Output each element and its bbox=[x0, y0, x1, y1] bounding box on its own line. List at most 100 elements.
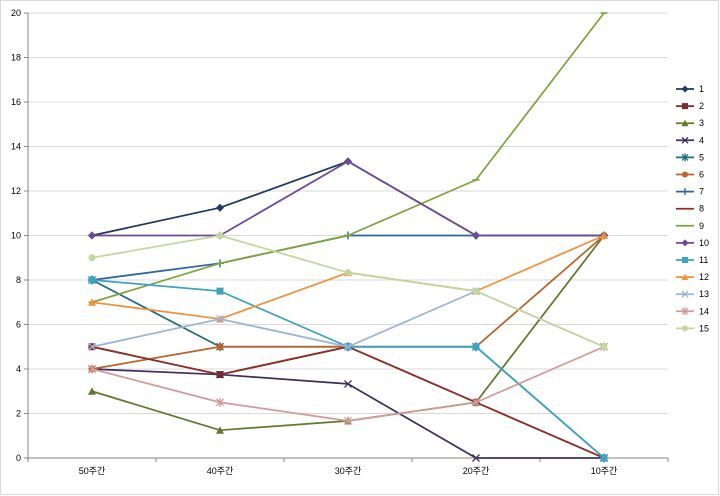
y-tick-label: 10 bbox=[11, 231, 21, 241]
data-point-marker bbox=[682, 171, 688, 178]
data-point-marker bbox=[88, 342, 96, 351]
series-10 bbox=[88, 157, 608, 240]
data-point-marker bbox=[216, 397, 224, 407]
data-point-marker bbox=[88, 231, 96, 240]
legend-label: 5 bbox=[699, 152, 704, 162]
legend-label: 8 bbox=[699, 204, 704, 214]
legend-item: 3 bbox=[676, 118, 704, 128]
axes bbox=[24, 12, 669, 462]
legend-item: 1 bbox=[676, 84, 704, 94]
data-point-marker bbox=[681, 239, 689, 247]
legend-item: 7 bbox=[676, 187, 704, 197]
series-line bbox=[92, 160, 604, 237]
legend-item: 2 bbox=[676, 101, 704, 111]
data-point-marker bbox=[472, 397, 480, 407]
data-point-marker bbox=[472, 231, 480, 240]
data-point-marker bbox=[216, 314, 224, 323]
series-line bbox=[91, 234, 605, 432]
data-point-marker bbox=[681, 273, 689, 281]
legend-label: 15 bbox=[699, 323, 709, 333]
legend-item: 14 bbox=[676, 306, 709, 316]
legend-item: 13 bbox=[676, 289, 709, 299]
data-point-marker bbox=[88, 298, 96, 306]
x-tick-label: 30주간 bbox=[335, 466, 362, 476]
data-point-marker bbox=[88, 364, 96, 374]
data-point-marker bbox=[344, 379, 352, 388]
y-tick-label: 8 bbox=[16, 275, 21, 285]
legend-item: 9 bbox=[676, 221, 704, 231]
y-tick-label: 16 bbox=[11, 97, 21, 107]
data-point-marker bbox=[682, 103, 688, 110]
data-point-marker bbox=[216, 203, 224, 212]
legend-label: 10 bbox=[699, 238, 709, 248]
legend-item: 5 bbox=[676, 152, 704, 162]
series-15 bbox=[88, 232, 608, 351]
data-point-marker bbox=[681, 85, 689, 93]
legend-item: 6 bbox=[676, 170, 704, 180]
data-point-marker bbox=[600, 343, 608, 351]
series-1 bbox=[88, 157, 608, 240]
data-point-marker bbox=[682, 257, 688, 263]
data-point-marker bbox=[681, 119, 689, 127]
legend-item: 12 bbox=[676, 272, 709, 282]
series-2 bbox=[88, 343, 608, 462]
data-point-marker bbox=[681, 290, 689, 298]
data-point-marker bbox=[216, 343, 224, 351]
data-point-marker bbox=[216, 232, 224, 239]
y-tick-label: 12 bbox=[11, 186, 21, 196]
data-point-marker bbox=[681, 188, 689, 196]
legend-label: 9 bbox=[699, 221, 704, 231]
legend-item: 4 bbox=[676, 135, 704, 145]
y-tick-label: 2 bbox=[16, 409, 21, 419]
legend-label: 6 bbox=[699, 170, 704, 180]
data-point-marker bbox=[682, 325, 688, 332]
series-line bbox=[91, 345, 605, 459]
data-point-marker bbox=[88, 254, 96, 262]
y-tick-label: 18 bbox=[11, 53, 21, 63]
data-point-marker bbox=[216, 426, 224, 434]
data-point-marker bbox=[344, 416, 352, 426]
data-point-marker bbox=[88, 276, 96, 284]
series-lines bbox=[88, 12, 608, 463]
legend-label: 7 bbox=[699, 187, 704, 197]
legend-label: 14 bbox=[699, 306, 709, 316]
legend-item: 10 bbox=[676, 238, 709, 248]
y-tick-label: 14 bbox=[11, 142, 21, 152]
data-point-marker bbox=[344, 157, 352, 166]
data-point-marker bbox=[681, 136, 689, 144]
data-point-marker bbox=[88, 387, 96, 395]
y-tick-label: 4 bbox=[16, 364, 21, 374]
legend-label: 2 bbox=[699, 101, 704, 111]
legend-item: 11 bbox=[676, 255, 708, 265]
legend-label: 11 bbox=[699, 255, 708, 265]
y-tick-label: 6 bbox=[16, 320, 21, 330]
data-point-marker bbox=[472, 287, 480, 295]
data-point-marker bbox=[472, 343, 480, 351]
x-axis-tick-labels: 50주간 40주간 30주간 20주간 10주간 bbox=[79, 466, 618, 476]
series-3 bbox=[88, 231, 608, 434]
series-line bbox=[91, 234, 605, 320]
y-tick-label: 20 bbox=[11, 8, 21, 18]
series-line bbox=[91, 290, 605, 348]
series-6 bbox=[88, 232, 608, 373]
data-point-marker bbox=[344, 342, 352, 351]
y-axis-tick-labels: 0 2 4 6 8 10 12 14 16 18 20 bbox=[11, 8, 21, 463]
data-point-marker bbox=[344, 269, 352, 277]
data-point-marker bbox=[681, 307, 689, 316]
legend-label: 4 bbox=[699, 135, 704, 145]
data-point-marker bbox=[216, 287, 224, 295]
series-line bbox=[91, 160, 604, 237]
series-8 bbox=[91, 345, 605, 459]
data-point-marker bbox=[681, 153, 689, 162]
data-point-marker bbox=[472, 454, 480, 462]
legend-label: 13 bbox=[699, 289, 709, 299]
x-tick-label: 10주간 bbox=[591, 466, 618, 476]
y-tick-label: 0 bbox=[16, 453, 21, 463]
legend-item: 15 bbox=[676, 323, 709, 333]
x-tick-label: 50주간 bbox=[79, 466, 106, 476]
legend-item: 8 bbox=[676, 204, 704, 214]
legend-label: 12 bbox=[699, 272, 709, 282]
x-tick-label: 20주간 bbox=[463, 466, 490, 476]
